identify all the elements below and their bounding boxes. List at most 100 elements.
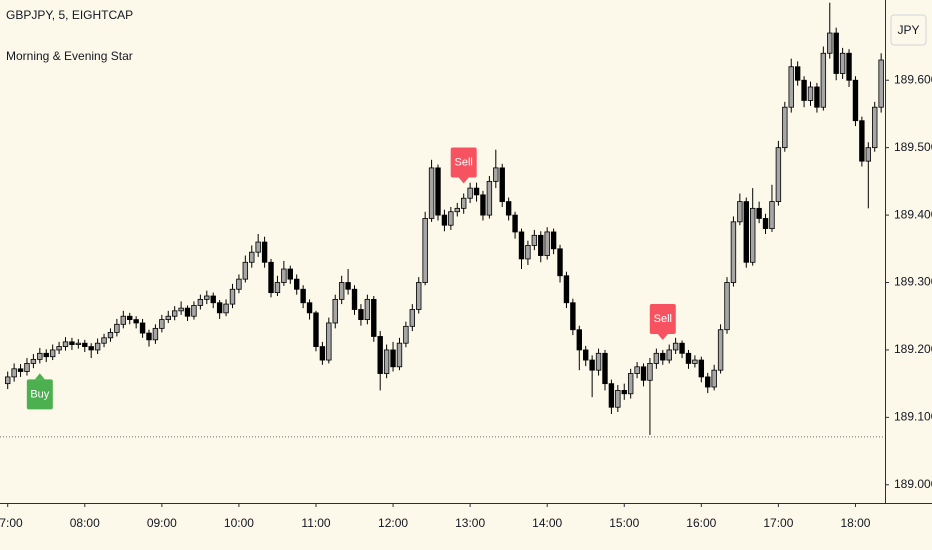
signal-label: Sell bbox=[455, 156, 473, 168]
x-tick-label: 07:00 bbox=[0, 516, 23, 530]
candle-body bbox=[255, 241, 261, 253]
candle-body bbox=[724, 282, 730, 331]
candle-body bbox=[852, 79, 859, 122]
candle-body bbox=[627, 373, 634, 395]
candle-body bbox=[49, 349, 56, 358]
candle-body bbox=[807, 86, 814, 101]
candle-body bbox=[441, 214, 448, 226]
candle-body bbox=[24, 363, 30, 372]
signal-box bbox=[649, 303, 676, 334]
candle-body bbox=[685, 352, 692, 364]
candle-body bbox=[428, 167, 435, 219]
candle-body bbox=[236, 278, 242, 290]
candle-body bbox=[107, 332, 114, 339]
x-tick-label: 09:00 bbox=[147, 516, 177, 530]
candle-body bbox=[435, 167, 441, 216]
candle-body bbox=[216, 302, 223, 314]
candle-body bbox=[17, 368, 24, 372]
candle-body bbox=[5, 376, 11, 385]
signal-pointer bbox=[458, 177, 469, 184]
candle-body bbox=[801, 79, 807, 101]
candle-body bbox=[403, 325, 409, 344]
signal-box bbox=[450, 147, 477, 178]
candle-body bbox=[692, 359, 698, 364]
x-tick-label: 17:00 bbox=[763, 516, 793, 530]
candle-body bbox=[416, 282, 422, 310]
x-tick-label: 14:00 bbox=[532, 516, 562, 530]
candle-body bbox=[660, 352, 666, 361]
indicator-name: Morning & Evening Star bbox=[6, 49, 133, 63]
candle-body bbox=[634, 366, 640, 374]
candle-body bbox=[159, 319, 165, 329]
x-tick-label: 15:00 bbox=[609, 516, 639, 530]
candle-body bbox=[319, 346, 326, 361]
candle-body bbox=[351, 288, 358, 310]
candle-body bbox=[197, 298, 204, 306]
candle-body bbox=[595, 352, 602, 371]
candle-body bbox=[518, 231, 525, 260]
candle-body bbox=[383, 349, 390, 374]
x-tick-label: 10:00 bbox=[224, 516, 254, 530]
x-tick-label: 12:00 bbox=[378, 516, 408, 530]
candle-body bbox=[505, 201, 512, 216]
y-tick-label: 189.300 bbox=[894, 275, 932, 289]
signal-pointer bbox=[657, 333, 668, 340]
candle-body bbox=[165, 315, 171, 321]
candle-body bbox=[762, 218, 769, 229]
y-tick-label: 189.000 bbox=[894, 477, 932, 491]
candle-body bbox=[43, 352, 49, 358]
candle-body bbox=[37, 352, 43, 360]
candle-body bbox=[846, 52, 852, 81]
candle-body bbox=[602, 352, 608, 385]
candle-body bbox=[274, 282, 281, 294]
candle-body bbox=[525, 245, 531, 260]
candle-body bbox=[730, 221, 737, 283]
candle-body bbox=[820, 52, 827, 108]
candle-body bbox=[62, 341, 69, 347]
candle-body bbox=[769, 201, 775, 229]
signal-marker: Sell bbox=[450, 147, 477, 184]
candle-body bbox=[576, 329, 582, 351]
candle-body bbox=[749, 207, 756, 263]
candle-body bbox=[743, 201, 749, 263]
candle-body bbox=[313, 312, 319, 347]
candle-body bbox=[120, 315, 127, 325]
candle-body bbox=[737, 201, 743, 223]
candle-body bbox=[364, 298, 371, 321]
candle-body bbox=[268, 261, 274, 294]
candle-body bbox=[679, 342, 685, 354]
candle-body bbox=[788, 66, 794, 108]
candle-body bbox=[152, 327, 159, 341]
candle-body bbox=[139, 322, 146, 334]
signal-box bbox=[26, 379, 53, 410]
candle-body bbox=[133, 319, 139, 324]
x-tick-label: 16:00 bbox=[686, 516, 716, 530]
candle-body bbox=[11, 368, 17, 378]
x-tick-label: 08:00 bbox=[70, 516, 100, 530]
candle-body bbox=[30, 358, 37, 364]
candle-body bbox=[589, 359, 595, 371]
candle-body bbox=[460, 197, 467, 209]
candle-body bbox=[640, 366, 647, 381]
candle-body bbox=[550, 231, 557, 250]
signal-label: Sell bbox=[654, 313, 672, 325]
currency-badge[interactable] bbox=[890, 14, 927, 46]
candle-body bbox=[814, 86, 820, 108]
y-tick-label: 189.500 bbox=[894, 140, 932, 154]
candle-body bbox=[827, 32, 833, 54]
candle-body bbox=[69, 341, 75, 345]
x-tick-label: 13:00 bbox=[455, 516, 485, 530]
candle-body bbox=[493, 167, 499, 182]
currency-label[interactable]: JPY bbox=[897, 23, 919, 37]
candle-body bbox=[377, 336, 383, 374]
candle-body bbox=[326, 322, 332, 361]
candle-body bbox=[146, 332, 152, 341]
candle-body bbox=[184, 307, 191, 317]
x-tick-label: 18:00 bbox=[840, 516, 870, 530]
candle-body bbox=[287, 268, 293, 280]
candle-body bbox=[204, 295, 210, 300]
candle-body bbox=[833, 32, 839, 74]
x-axis: 07:00 08:00 09:00 10:00 11:00 12:00 13:00 14:00… bbox=[0, 503, 871, 530]
candle-body bbox=[544, 231, 550, 256]
